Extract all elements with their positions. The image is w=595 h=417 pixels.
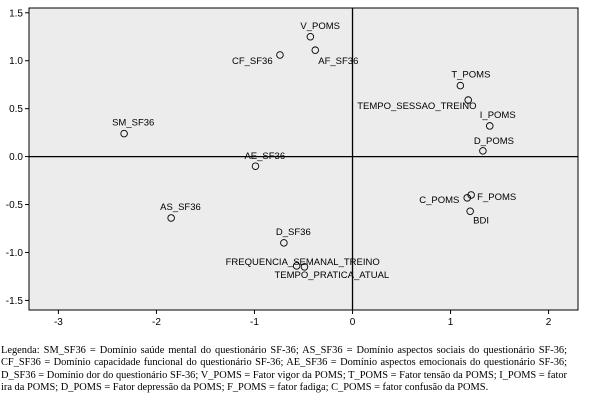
- point-label: TEMPO_SESSAO_TREINO: [357, 101, 476, 112]
- data-point: [300, 263, 309, 271]
- point-label: V_POMS: [300, 21, 340, 32]
- scatter-chart: 1.5 1.0 0.5 0.0 -0.5 -1.0 -1.5 -3 -2 -1 0 1 2 V_POMS A…: [6, 7, 579, 328]
- point-label: D_POMS: [474, 136, 514, 147]
- point-label: D_SF36: [276, 227, 311, 238]
- data-point: [486, 122, 494, 130]
- point-label: CF_SF36: [232, 56, 273, 67]
- x-tick-label: -2: [152, 317, 161, 328]
- point-label: AF_SF36: [318, 56, 358, 67]
- data-point: [463, 194, 471, 202]
- point-label: T_POMS: [451, 70, 490, 81]
- data-point: [311, 46, 320, 54]
- plot-area: [28, 7, 579, 311]
- figure-caption: Legenda: SM_SF36 = Domínio saúde mental …: [1, 345, 567, 393]
- x-tick-label: -3: [54, 317, 63, 328]
- point-label: FREQUENCIA_SEMANAL_TREINO: [226, 257, 380, 268]
- point-label: C_POMS: [419, 195, 459, 206]
- data-point: [167, 214, 175, 222]
- y-tick-label: 0.5: [9, 104, 23, 115]
- x-tick-label: -1: [250, 317, 259, 328]
- x-tick-label: 2: [546, 317, 552, 328]
- point-label: TEMPO_PRATICA_ATUAL: [274, 270, 389, 281]
- y-tick-label: -1.0: [6, 248, 24, 259]
- data-point: [120, 129, 128, 138]
- x-tick-label: 1: [448, 317, 454, 328]
- y-tick-label: -1.5: [6, 296, 24, 307]
- x-tick-label: 0: [350, 317, 356, 328]
- y-tick-label: -0.5: [6, 200, 24, 211]
- y-tick-label: 0.0: [9, 152, 23, 163]
- data-point: [466, 207, 474, 216]
- point-label: AS_SF36: [160, 202, 201, 213]
- data-point: [276, 51, 284, 59]
- point-label: F_POMS: [477, 192, 516, 203]
- data-point: [280, 239, 288, 247]
- chart-svg: 1.5 1.0 0.5 0.0 -0.5 -1.0 -1.5 -3 -2 -1 0 1 2 V_POMS A…: [6, 7, 579, 328]
- point-label: BDI: [473, 215, 489, 226]
- data-point: [292, 262, 301, 270]
- y-tick-label: 1.5: [9, 8, 23, 19]
- data-point: [306, 33, 315, 41]
- data-point: [464, 96, 472, 104]
- data-point: [479, 147, 487, 155]
- point-label: I_POMS: [480, 110, 516, 121]
- y-tick-label: 1.0: [9, 56, 23, 67]
- point-label: AE_SF36: [244, 151, 285, 162]
- data-point: [456, 81, 465, 90]
- data-point: [251, 162, 260, 170]
- point-label: SM_SF36: [112, 118, 154, 129]
